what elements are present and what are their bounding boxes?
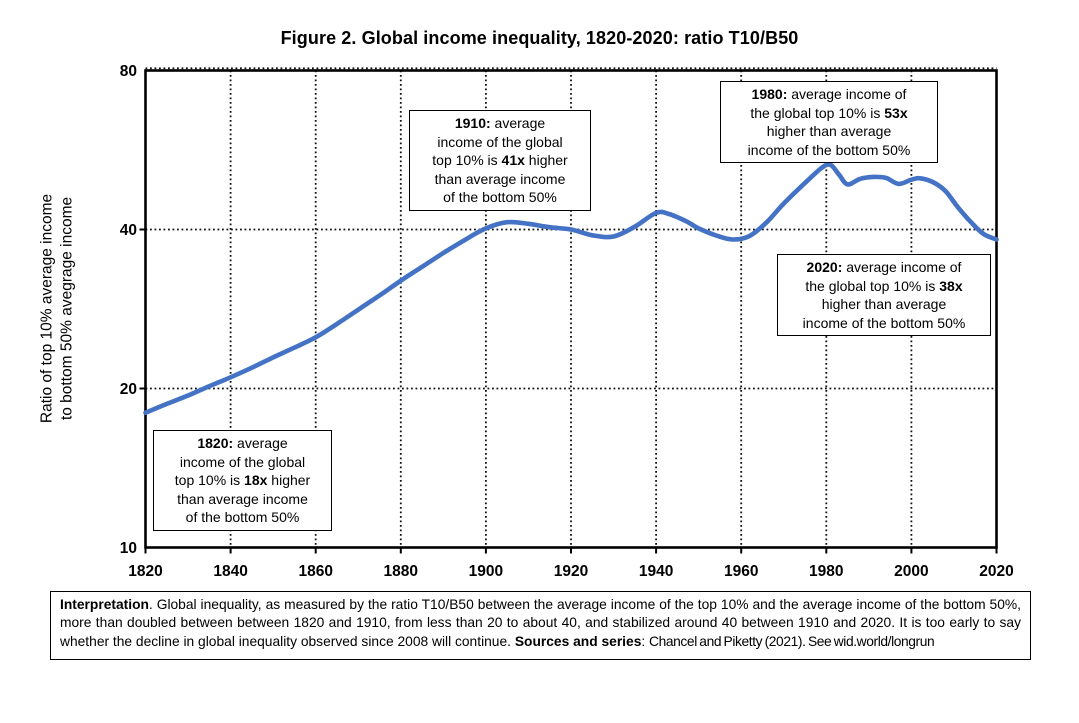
figure-title: Figure 2. Global income inequality, 1820… xyxy=(280,28,799,48)
trend-line xyxy=(143,162,999,415)
annotation-line: 2020: average income of xyxy=(806,259,962,275)
x-tick-label: 1960 xyxy=(724,563,758,580)
x-tick-label: 1980 xyxy=(809,563,843,580)
annotation-2020: 2020: average income of the global top 1… xyxy=(777,254,991,337)
sources-label: Sources and series xyxy=(514,633,642,649)
x-tick-label: 2020 xyxy=(979,563,1013,580)
annotation-line: income of the global xyxy=(179,453,306,470)
x-tick-label: 1920 xyxy=(554,563,588,580)
annotation-line: than average income xyxy=(434,170,566,187)
x-tick-label: 1860 xyxy=(298,563,332,580)
annotation-line: income of the bottom 50% xyxy=(802,314,966,331)
x-tick-label: 1900 xyxy=(469,563,503,580)
y-tick-label: 40 xyxy=(120,222,137,239)
annotation-line: higher than average xyxy=(821,296,947,313)
y-tick-label: 20 xyxy=(120,381,137,398)
annotation-line: top 10% is 18x higher xyxy=(174,472,311,489)
annotation-line: than average income xyxy=(177,490,308,507)
see-link-text: See wid.world/longrun xyxy=(807,633,935,649)
annotation-line: the global top 10% is 53x xyxy=(750,104,908,121)
annotation-line: income of the bottom 50% xyxy=(747,141,911,158)
annotation-line: 1980: average income of xyxy=(751,86,907,102)
annotation-line: 1910: average xyxy=(454,115,546,131)
annotation-line: top 10% is 41x higher xyxy=(432,152,568,169)
y-tick-label: 10 xyxy=(120,540,137,557)
annotation-1980: 1980: average income of the global top 1… xyxy=(720,81,938,164)
y-tick-label: 80 xyxy=(120,63,137,80)
annotation-line: 1820: average xyxy=(197,435,288,451)
interpretation-body: . Global inequality, as measured by the … xyxy=(60,597,1021,649)
annotation-1820: 1820: average income of the global top 1… xyxy=(153,430,332,531)
annotation-line: income of the global xyxy=(437,133,563,150)
x-tick-label: 1940 xyxy=(639,563,673,580)
annotation-line: of the bottom 50% xyxy=(443,189,557,206)
annotation-line: the global top 10% is 38x xyxy=(805,277,963,294)
sources-colon: : xyxy=(641,633,650,649)
x-tick-label: 2000 xyxy=(894,563,928,580)
annotation-1910: 1910: average income of the global top 1… xyxy=(409,110,591,211)
x-tick-label: 1820 xyxy=(128,563,162,580)
annotation-line: of the bottom 50% xyxy=(185,509,300,526)
x-tick-label: 1880 xyxy=(384,563,418,580)
x-tick-label: 1840 xyxy=(213,563,247,580)
sources-text: Chancel and Piketty (2021). xyxy=(649,633,808,649)
annotation-line: higher than average xyxy=(766,123,892,140)
interpretation-lead: Interpretation xyxy=(60,597,149,612)
interpretation-box: Interpretation. Global inequality, as me… xyxy=(50,591,1031,661)
